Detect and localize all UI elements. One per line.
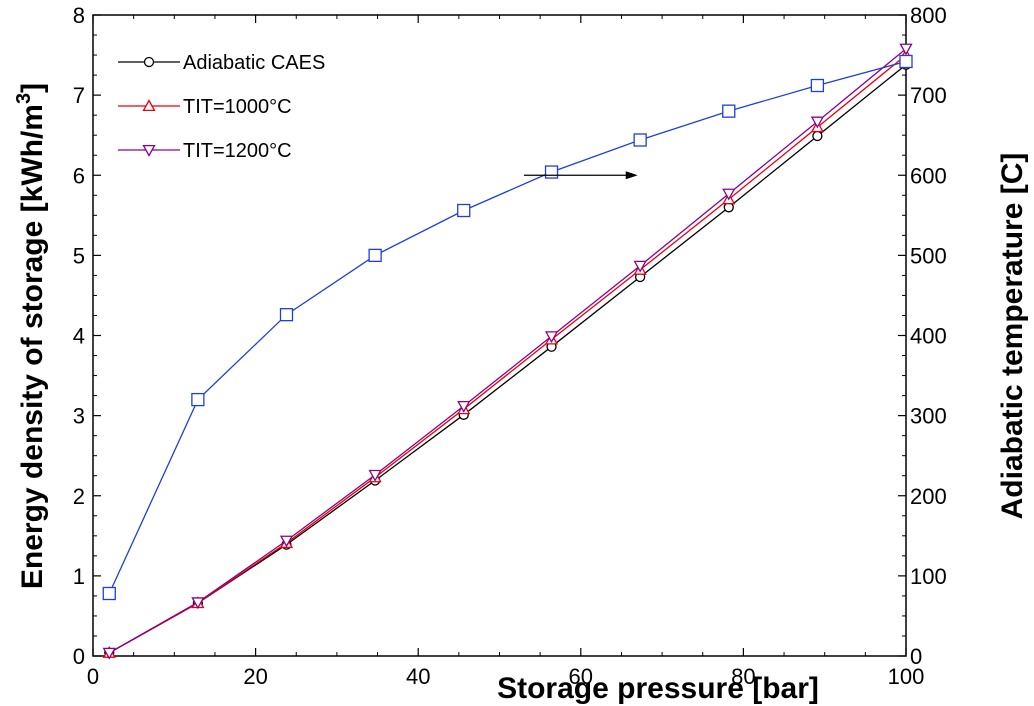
data-point bbox=[633, 260, 647, 273]
data-point bbox=[457, 400, 471, 413]
y-right-tick-label: 500 bbox=[910, 243, 947, 268]
y-left-tick-label: 5 bbox=[73, 243, 85, 268]
y-left-tick-label: 6 bbox=[73, 163, 85, 188]
y-axis-left-label: Energy density of storage [kWh/m3] bbox=[13, 83, 49, 589]
data-point bbox=[191, 597, 205, 610]
annotations bbox=[523, 171, 638, 180]
series-line bbox=[108, 48, 907, 654]
legend-label: Adiabatic CAES bbox=[183, 52, 325, 74]
data-point bbox=[191, 392, 205, 407]
legend-label: TIT=1200°C bbox=[183, 140, 292, 162]
x-axis-label: Storage pressure [bar] bbox=[497, 672, 819, 705]
data-point bbox=[102, 647, 116, 660]
data-point bbox=[368, 469, 382, 482]
arrow-head bbox=[625, 171, 638, 180]
y-axis-left-label-superscript: 3 bbox=[13, 93, 35, 104]
legend: Adiabatic CAES TIT=1000°C TIT=1200°C bbox=[118, 52, 325, 162]
data-point bbox=[102, 586, 116, 601]
data-point bbox=[279, 308, 294, 322]
series-group bbox=[102, 43, 913, 660]
x-tick-label: 60 bbox=[569, 664, 593, 689]
y-right-tick-label: 700 bbox=[910, 83, 947, 108]
y-right-tick-label: 200 bbox=[910, 484, 947, 509]
y-left-tick-label: 7 bbox=[73, 83, 85, 108]
y-left-tick-label: 0 bbox=[73, 644, 85, 669]
data-point bbox=[899, 43, 913, 56]
data-point bbox=[810, 116, 824, 129]
y-axis-left-label-end: ] bbox=[16, 83, 49, 93]
y-left-tick-label: 2 bbox=[73, 484, 85, 509]
data-point bbox=[457, 203, 471, 218]
data-point bbox=[899, 54, 913, 69]
y-right-tick-label: 800 bbox=[910, 3, 947, 28]
y-left-tick-label: 3 bbox=[73, 404, 85, 429]
series-3 bbox=[102, 54, 913, 601]
axis-ticks: 0 20 40 60 80 1000123456780100200300400500600… bbox=[73, 3, 947, 689]
legend-label: TIT=1000°C bbox=[183, 96, 292, 118]
y-right-tick-label: 600 bbox=[910, 163, 947, 188]
data-point bbox=[279, 535, 294, 548]
data-point bbox=[368, 248, 382, 263]
y-right-tick-label: 400 bbox=[910, 324, 947, 349]
series-line bbox=[108, 60, 907, 594]
legend-marker bbox=[142, 99, 156, 112]
y-left-tick-label: 1 bbox=[73, 564, 85, 589]
legend-marker bbox=[142, 144, 156, 157]
series-line bbox=[108, 54, 907, 654]
y-left-tick-label: 4 bbox=[73, 324, 85, 349]
x-tick-label: 20 bbox=[243, 664, 267, 689]
series-line bbox=[108, 64, 907, 654]
data-point bbox=[544, 165, 559, 179]
legend-marker bbox=[143, 56, 155, 68]
data-point bbox=[722, 188, 736, 201]
y-right-tick-label: 100 bbox=[910, 564, 947, 589]
data-point bbox=[810, 78, 825, 93]
x-tick-label: 100 bbox=[888, 664, 925, 689]
y-right-tick-label: 0 bbox=[910, 644, 922, 669]
data-point bbox=[633, 133, 647, 147]
x-tick-label: 40 bbox=[406, 664, 430, 689]
x-tick-label: 0 bbox=[87, 664, 99, 689]
y-axis-right-label: Adiabatic temperature [C] bbox=[996, 153, 1029, 520]
series-2 bbox=[102, 43, 913, 660]
y-left-tick-label: 8 bbox=[73, 3, 85, 28]
y-right-tick-label: 300 bbox=[910, 404, 947, 429]
data-point bbox=[812, 130, 823, 142]
data-point bbox=[544, 331, 559, 344]
x-tick-label: 80 bbox=[731, 664, 755, 689]
data-point bbox=[722, 104, 736, 118]
